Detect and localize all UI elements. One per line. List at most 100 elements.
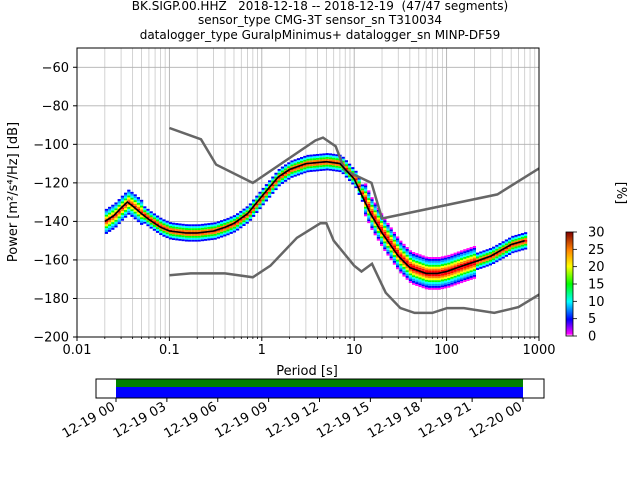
density-cell	[466, 269, 470, 272]
density-cell	[194, 228, 198, 231]
density-cell	[280, 176, 285, 179]
density-cell	[431, 282, 435, 285]
density-cell	[488, 259, 493, 262]
density-cell	[524, 239, 528, 242]
density-cell	[130, 213, 134, 215]
density-cell	[140, 201, 144, 204]
density-cell	[351, 180, 355, 183]
density-cell	[444, 267, 448, 270]
density-cell	[130, 214, 134, 217]
density-cell	[239, 218, 243, 221]
density-cell	[373, 210, 377, 213]
density-cell	[239, 214, 243, 217]
density-cell	[440, 265, 445, 268]
density-cell	[514, 238, 518, 241]
density-cell	[136, 206, 141, 209]
density-cell	[367, 200, 371, 202]
density-cell	[210, 236, 214, 239]
density-cell	[245, 217, 249, 220]
density-cell	[472, 257, 477, 260]
density-cell	[303, 171, 307, 174]
density-cell	[130, 191, 134, 194]
density-cell	[357, 177, 361, 180]
density-cell	[508, 241, 512, 244]
density-cell	[255, 203, 259, 206]
density-cell	[424, 264, 429, 267]
density-cell	[210, 222, 214, 225]
density-cell	[386, 247, 390, 250]
density-cell	[242, 210, 246, 213]
density-cell	[277, 176, 281, 179]
density-cell	[456, 276, 461, 279]
density-cell	[245, 210, 249, 213]
density-cell	[210, 226, 214, 229]
density-cell	[300, 170, 304, 173]
density-cell	[524, 247, 528, 250]
density-cell	[168, 225, 173, 228]
density-cell	[306, 156, 310, 159]
density-cell	[412, 277, 416, 280]
density-cell	[332, 169, 336, 172]
density-cell	[428, 282, 432, 285]
density-cell	[447, 276, 451, 279]
density-cell	[453, 266, 457, 269]
timeline-used-bar	[116, 379, 523, 387]
density-cell	[469, 264, 473, 267]
density-cell	[498, 244, 502, 247]
density-cell	[367, 198, 371, 201]
density-cell	[364, 208, 368, 211]
density-cell	[264, 184, 269, 187]
density-cell	[223, 222, 227, 225]
density-cell	[447, 262, 451, 265]
density-cell	[296, 173, 301, 176]
density-cell	[204, 233, 208, 236]
density-cell	[268, 182, 272, 185]
density-cell	[399, 244, 403, 247]
density-cell	[325, 166, 329, 169]
density-cell	[399, 267, 403, 270]
density-cell	[424, 285, 429, 288]
density-cell	[402, 247, 406, 250]
density-cell	[456, 259, 461, 262]
density-cell	[309, 160, 313, 163]
density-cell	[402, 268, 406, 271]
density-cell	[472, 251, 477, 254]
density-cell	[460, 252, 464, 255]
density-cell	[472, 267, 477, 270]
density-cell	[255, 195, 259, 198]
density-cell	[383, 229, 387, 232]
density-cell	[370, 220, 374, 223]
density-cell	[287, 177, 291, 180]
density-cell	[332, 163, 336, 166]
density-cell	[520, 244, 525, 247]
density-cell	[402, 266, 406, 269]
density-cell	[456, 253, 461, 256]
density-cell	[242, 212, 246, 215]
density-cell	[402, 257, 406, 260]
density-cell	[117, 220, 121, 223]
density-cell	[453, 269, 457, 272]
density-cell	[172, 232, 176, 235]
density-cell	[460, 269, 464, 272]
density-cell	[405, 258, 409, 261]
density-cell	[450, 280, 454, 283]
density-cell	[124, 192, 128, 195]
density-cell	[290, 170, 294, 172]
density-cell	[370, 228, 374, 230]
density-cell	[293, 172, 297, 175]
density-cell	[140, 215, 144, 218]
density-cell	[504, 239, 509, 242]
density-cell	[396, 263, 400, 266]
density-cell	[332, 157, 336, 160]
density-cell	[136, 202, 141, 205]
density-cell	[520, 238, 525, 241]
density-cell	[296, 163, 301, 166]
density-cell	[373, 214, 377, 217]
density-cell	[165, 232, 169, 235]
density-cell	[245, 208, 249, 211]
density-cell	[252, 201, 256, 204]
density-cell	[479, 264, 483, 267]
density-cell	[482, 254, 486, 257]
density-cell	[520, 236, 525, 239]
